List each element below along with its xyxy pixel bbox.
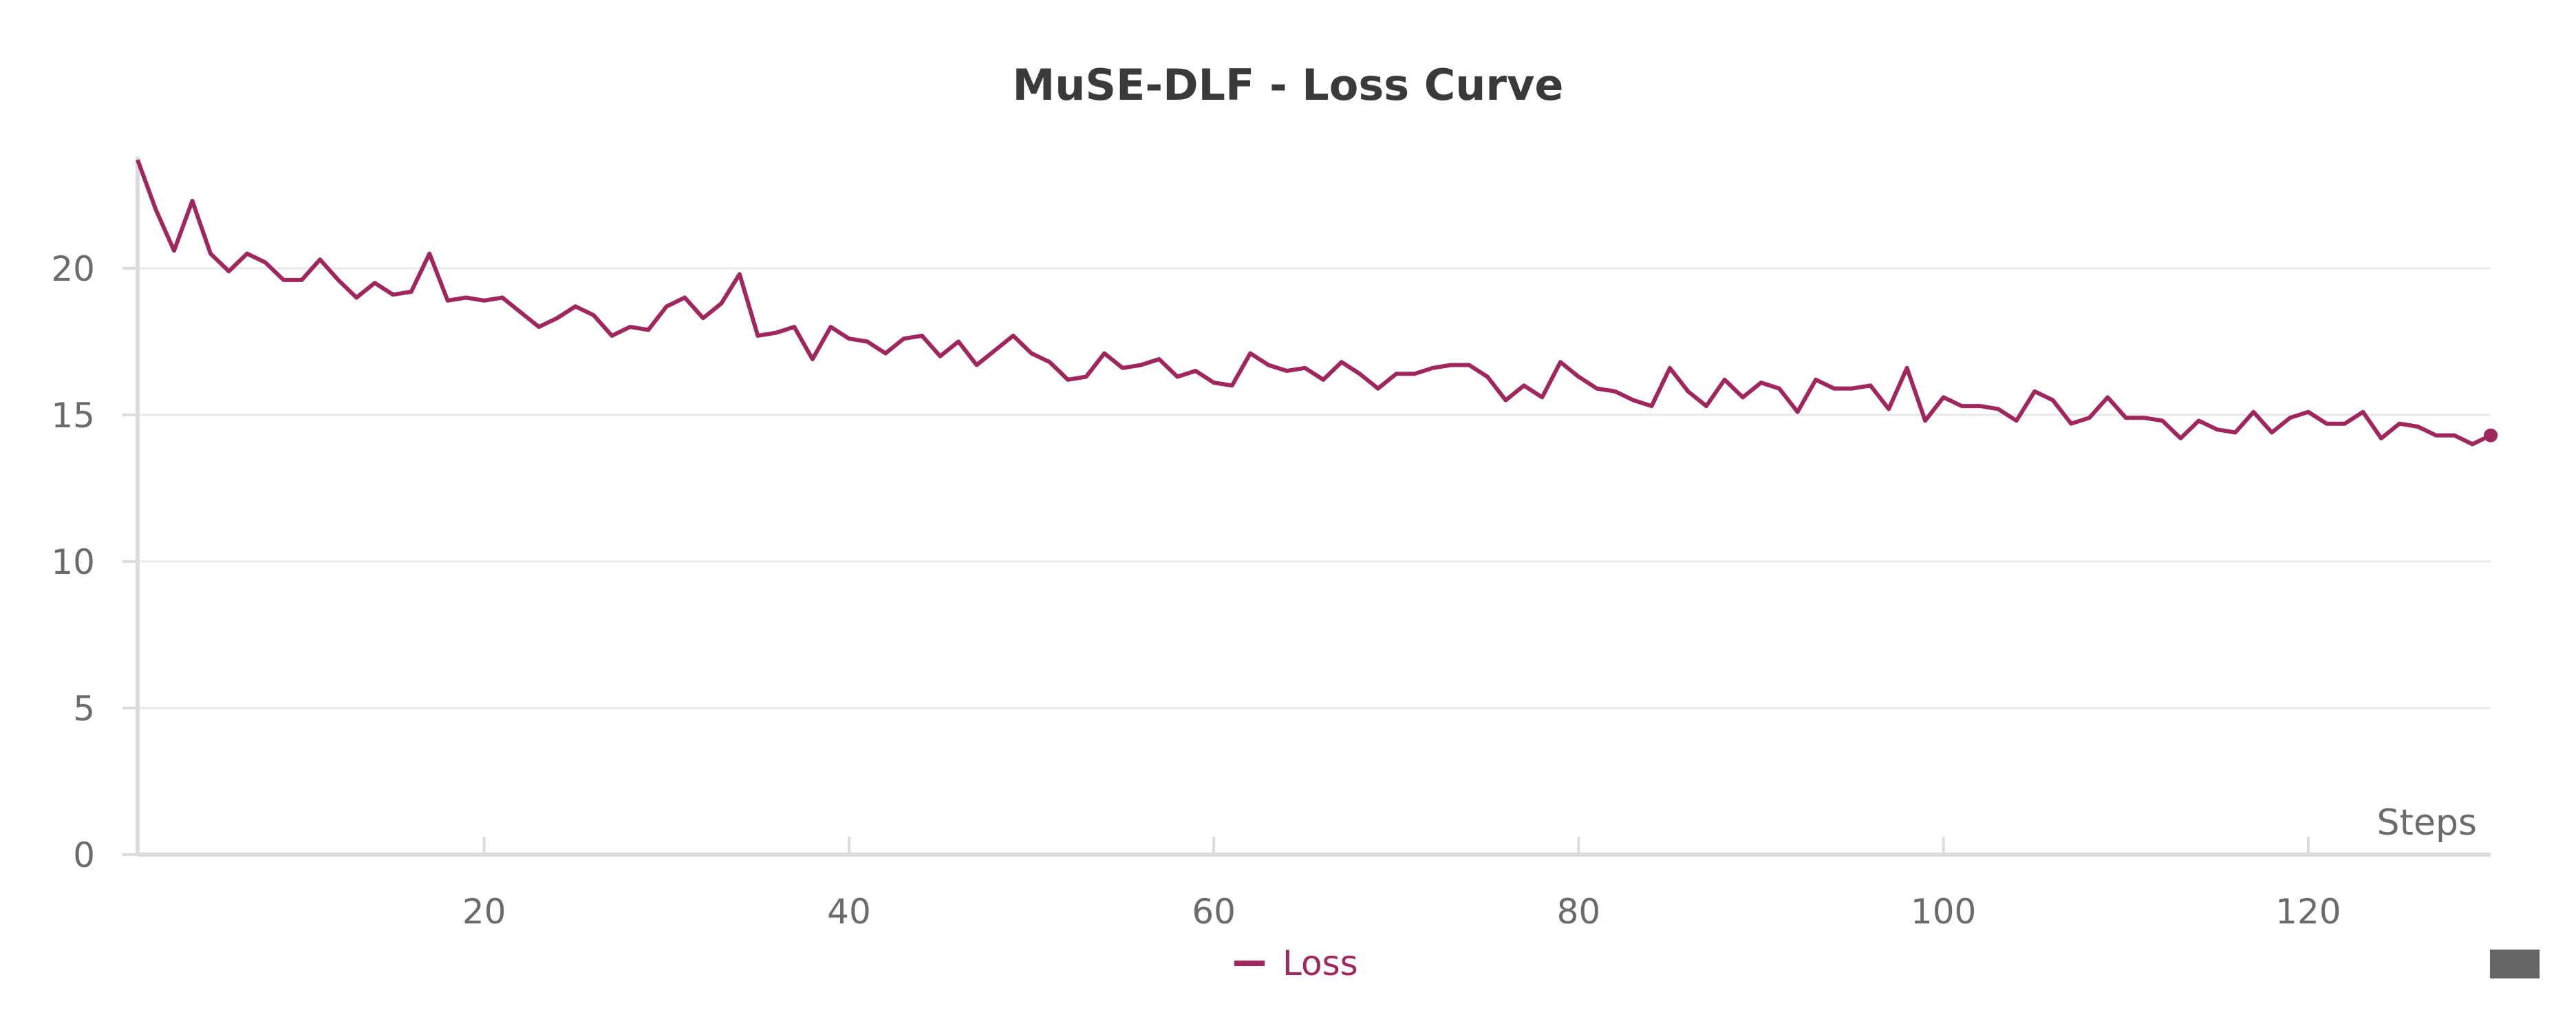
resize-handle[interactable] [2490,950,2540,978]
chart-title: MuSE-DLF - Loss Curve [1013,60,1564,110]
y-tick-label: 15 [51,396,95,436]
x-tick-label: 20 [462,892,506,932]
y-tick-label: 0 [73,835,95,875]
y-tick-label: 20 [51,249,95,289]
y-tick-label: 10 [51,542,95,582]
axes [136,157,2491,857]
x-axis-ticks: 20 40 60 80 100 120 [462,837,2341,932]
x-tick-label: 100 [1911,892,1976,932]
x-tick-label: 40 [827,892,871,932]
gridlines [138,267,2491,709]
last-point-marker [2484,428,2498,442]
y-axis-ticks: 0 5 10 15 20 [51,249,138,875]
x-tick-label: 80 [1557,892,1601,932]
series-line-loss [136,159,2492,447]
y-tick-label: 5 [73,689,95,729]
legend-label-loss[interactable]: Loss [1282,943,1358,983]
x-tick-label: 120 [2275,892,2341,932]
x-axis-label: Steps [2377,802,2478,844]
series-group [136,159,2498,447]
legend[interactable]: Loss [1234,943,1358,983]
x-tick-label: 60 [1192,892,1236,932]
